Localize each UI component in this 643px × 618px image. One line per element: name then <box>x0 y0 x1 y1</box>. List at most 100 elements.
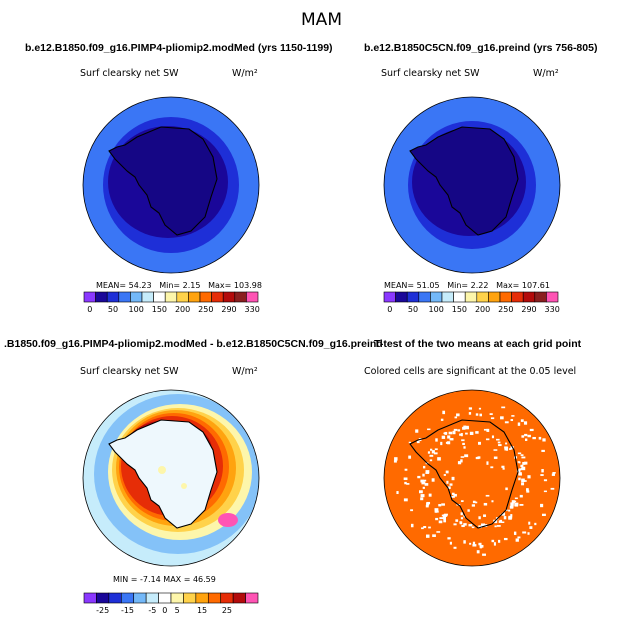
panel1-max-label: Max= <box>208 281 232 290</box>
panel3-colorbar-tick-6: 25 <box>222 606 232 615</box>
nonsignificant-cell <box>497 441 501 444</box>
nonsignificant-cell <box>438 520 443 524</box>
nonsignificant-cell <box>486 461 489 465</box>
nonsignificant-cell <box>472 500 476 504</box>
panel3-colorbar-swatch-1 <box>96 592 110 604</box>
nonsignificant-cell <box>447 441 451 445</box>
panel2-units: W/m² <box>533 68 559 79</box>
panel3-colorbar-swatch-8 <box>183 592 197 604</box>
nonsignificant-cell <box>509 448 512 450</box>
nonsignificant-cell <box>422 465 426 469</box>
nonsignificant-cell <box>467 509 470 512</box>
nonsignificant-cell <box>510 502 514 506</box>
nonsignificant-cell <box>515 538 519 542</box>
nonsignificant-cell <box>475 456 480 460</box>
nonsignificant-cell <box>523 421 528 425</box>
nonsignificant-cell <box>461 439 465 442</box>
nonsignificant-cell <box>505 447 508 451</box>
panel2-map-border <box>383 96 561 274</box>
panel4-nonsignificant-cells <box>393 406 556 556</box>
panel2-colorbar-swatch-11 <box>511 291 524 303</box>
nonsignificant-cell <box>424 483 429 486</box>
panel2-colorbar-swatch-2 <box>406 291 420 303</box>
nonsignificant-cell <box>524 433 528 437</box>
panel2-mean-value: 51.05 <box>416 281 440 290</box>
panel3-min-label: MIN = <box>113 575 138 584</box>
panel1-stats: MEAN= 54.23 Min= 2.15 Max= 103.98 <box>96 281 262 290</box>
panel2-mean-label: MEAN= <box>384 281 415 290</box>
panel1-colorbar-swatch-2 <box>106 291 120 303</box>
nonsignificant-cell <box>496 525 501 527</box>
nonsignificant-cell <box>423 479 427 482</box>
nonsignificant-cell <box>453 428 458 431</box>
panel1-map-border <box>82 96 260 274</box>
panel2-colorbar-swatch-13 <box>534 291 547 303</box>
nonsignificant-cell <box>525 438 528 441</box>
nonsignificant-cell <box>443 474 446 476</box>
nonsignificant-cell <box>408 441 411 444</box>
panel1-colorbar-swatch-11 <box>211 291 224 303</box>
nonsignificant-cell <box>479 544 484 548</box>
nonsignificant-cell <box>404 481 407 485</box>
panel2-colorbar-swatch-3 <box>418 291 431 303</box>
nonsignificant-cell <box>396 491 399 495</box>
panel3-colorbar-tick-3: 0 <box>162 606 167 615</box>
nonsignificant-cell <box>469 431 474 435</box>
panel4-subtitle: Colored cells are significant at the 0.0… <box>364 366 577 377</box>
panel3-title: .B1850.f09_g16.PIMP4-pliomip2.modMed - b… <box>4 338 383 350</box>
nonsignificant-cell <box>445 470 449 474</box>
nonsignificant-cell <box>514 497 518 500</box>
nonsignificant-cell <box>521 482 525 486</box>
panel1-colorbar-swatch-10 <box>199 291 212 303</box>
panel2-title: b.e12.B1850C5CN.f09_g16.preind (yrs 756-… <box>364 42 598 54</box>
nonsignificant-cell <box>501 465 505 468</box>
nonsignificant-cell <box>431 450 435 454</box>
nonsignificant-cell <box>449 438 454 441</box>
nonsignificant-cell <box>403 498 408 502</box>
panel3-continent-patch <box>158 466 166 474</box>
panel1-colorbar-tick-3: 150 <box>152 305 167 314</box>
nonsignificant-cell <box>453 546 457 549</box>
panel2-colorbar-tick-5: 250 <box>498 305 513 314</box>
nonsignificant-cell <box>431 478 435 482</box>
panel3-colorbar-swatch-13 <box>245 592 259 604</box>
nonsignificant-cell <box>483 428 488 431</box>
nonsignificant-cell <box>443 514 448 517</box>
panel3-colorbar-swatch-4 <box>133 592 147 604</box>
panel3-colorbar-swatch-2 <box>108 592 122 604</box>
nonsignificant-cell <box>503 537 508 541</box>
nonsignificant-cell <box>460 517 464 520</box>
nonsignificant-cell <box>428 493 432 497</box>
nonsignificant-cell <box>524 461 528 465</box>
nonsignificant-cell <box>491 539 495 543</box>
nonsignificant-cell <box>501 406 506 409</box>
panel2-colorbar-tick-4: 200 <box>475 305 490 314</box>
nonsignificant-cell <box>502 467 505 470</box>
panel1-colorbar-swatch-6 <box>153 291 166 303</box>
nonsignificant-cell <box>460 433 463 437</box>
nonsignificant-cell <box>435 438 438 442</box>
nonsignificant-cell <box>541 449 545 452</box>
nonsignificant-cell <box>528 521 531 525</box>
nonsignificant-cell <box>541 513 546 517</box>
nonsignificant-cell <box>540 503 544 508</box>
nonsignificant-cell <box>446 480 449 484</box>
nonsignificant-cell <box>500 416 504 420</box>
nonsignificant-cell <box>522 461 526 465</box>
nonsignificant-cell <box>463 540 466 544</box>
nonsignificant-cell <box>461 500 464 503</box>
nonsignificant-cell <box>465 432 468 435</box>
panel2-colorbar-tick-7: 330 <box>545 305 560 314</box>
panel2-colorbar-swatch-0 <box>383 291 396 303</box>
nonsignificant-cell <box>475 501 478 504</box>
panel3-colorbar-swatch-9 <box>195 592 209 604</box>
panel1-colorbar-swatch-1 <box>95 291 108 303</box>
panel2-max-value: 107.61 <box>521 281 550 290</box>
nonsignificant-cell <box>443 518 446 523</box>
nonsignificant-cell <box>521 478 525 483</box>
nonsignificant-cell <box>478 542 482 546</box>
nonsignificant-cell <box>468 524 473 527</box>
panel4-significant-area <box>384 390 560 566</box>
nonsignificant-cell <box>509 505 514 509</box>
nonsignificant-cell <box>460 512 463 516</box>
